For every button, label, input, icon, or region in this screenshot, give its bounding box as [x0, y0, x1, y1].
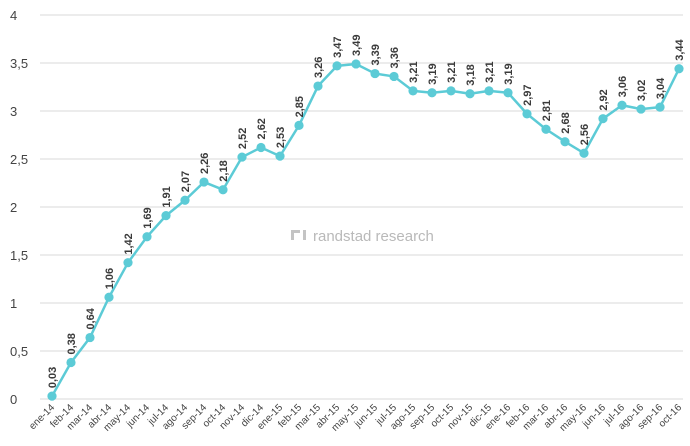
y-axis-ticks: 0 0,5 1 1,5 2 2,5 3 3,5 4 — [10, 8, 28, 407]
data-point — [541, 124, 551, 134]
data-point — [313, 81, 323, 91]
data-point — [522, 109, 532, 119]
data-label: 2,18 — [218, 160, 230, 181]
data-point — [465, 89, 475, 99]
data-point — [199, 177, 209, 187]
data-point — [142, 232, 152, 242]
data-label: 2,53 — [275, 127, 287, 148]
data-point — [218, 185, 228, 195]
data-label: 3,21 — [484, 61, 496, 82]
y-tick-label: 0 — [10, 392, 17, 407]
data-label: 3,18 — [465, 64, 477, 85]
data-point — [427, 88, 437, 98]
data-label: 1,06 — [104, 268, 116, 289]
data-point — [370, 68, 380, 79]
data-label: 3,06 — [617, 76, 629, 97]
data-point — [123, 258, 133, 268]
y-tick-label: 1,5 — [10, 248, 28, 263]
data-label: 3,49 — [351, 35, 363, 56]
data-label: 2,26 — [199, 153, 211, 174]
data-label: 3,04 — [655, 77, 667, 99]
data-point — [256, 142, 266, 153]
data-label: 2,97 — [522, 84, 534, 105]
data-point — [579, 148, 589, 158]
data-point — [332, 61, 342, 71]
data-label: 2,68 — [560, 112, 572, 133]
data-label: 2,56 — [579, 124, 591, 145]
data-label: 2,52 — [237, 128, 249, 149]
data-point — [598, 114, 608, 124]
data-label: 2,81 — [541, 100, 553, 121]
data-label: 3,39 — [370, 44, 382, 65]
data-label: 1,69 — [142, 207, 154, 228]
data-label: 1,91 — [161, 186, 173, 207]
randstad-logo-icon — [291, 230, 306, 240]
data-point — [104, 292, 114, 302]
data-label: 3,02 — [636, 80, 648, 101]
data-label: 3,21 — [446, 61, 458, 82]
data-label: 3,44 — [674, 38, 686, 60]
x-axis-ticks: ene-14feb-14mar-14abr-14may-14jun-14jul-… — [27, 402, 684, 434]
data-label: 0,64 — [85, 307, 97, 329]
data-point — [503, 88, 513, 98]
data-point — [351, 59, 361, 69]
data-label: 2,62 — [256, 118, 268, 139]
data-point — [636, 104, 646, 114]
data-label: 3,26 — [313, 57, 325, 78]
y-tick-label: 3 — [10, 104, 17, 119]
series-line — [50, 62, 681, 397]
data-point — [180, 195, 190, 205]
data-point — [294, 120, 304, 130]
data-point — [66, 357, 76, 368]
data-label: 3,19 — [503, 63, 515, 84]
data-point — [484, 86, 494, 96]
data-label: 3,19 — [427, 63, 439, 84]
watermark-text: randstad research — [313, 228, 434, 245]
data-point — [617, 100, 627, 110]
data-point — [161, 211, 171, 221]
data-label: 3,47 — [332, 36, 344, 57]
y-tick-label: 0,5 — [10, 344, 28, 359]
data-label: 1,42 — [123, 233, 135, 254]
data-label: 3,21 — [408, 61, 420, 82]
data-label: 2,92 — [598, 89, 610, 110]
gridlines — [40, 14, 683, 400]
data-labels: 0,03 0,38 0,64 1,06 1,42 1,69 1,91 2,07 2,26 2,18… — [47, 35, 686, 389]
data-point — [674, 64, 684, 74]
y-tick-label: 2 — [10, 200, 17, 215]
data-label: 0,03 — [47, 367, 59, 388]
y-tick-label: 1 — [10, 296, 17, 311]
data-point — [85, 332, 95, 343]
data-point — [47, 391, 57, 401]
y-tick-label: 4 — [10, 8, 17, 23]
data-label: 3,36 — [389, 47, 401, 68]
watermark: randstad research — [291, 228, 434, 245]
data-label: 2,85 — [294, 96, 306, 117]
data-label: 2,07 — [180, 171, 192, 192]
y-tick-label: 3,5 — [10, 56, 28, 71]
data-point — [237, 152, 247, 162]
data-point — [655, 102, 665, 112]
data-point — [446, 86, 456, 96]
y-tick-label: 2,5 — [10, 152, 28, 167]
series-points — [47, 59, 684, 401]
data-label: 0,38 — [66, 333, 78, 354]
data-point — [408, 86, 418, 96]
data-point — [275, 151, 285, 161]
data-point — [389, 71, 399, 82]
data-point — [560, 137, 570, 147]
